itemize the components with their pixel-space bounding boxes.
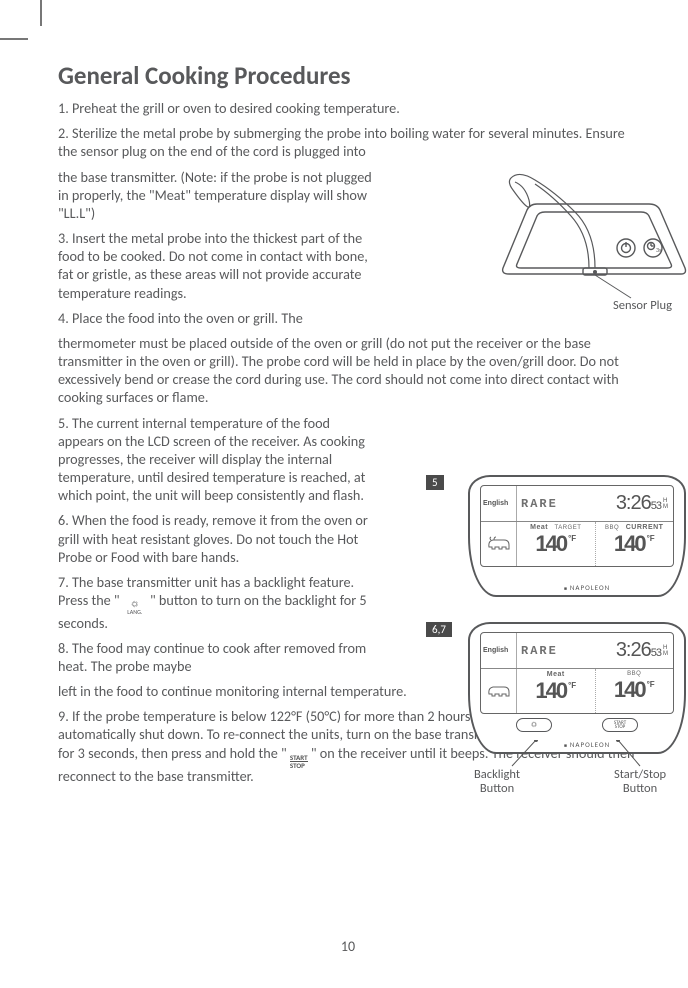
lcd-language: English [481,486,517,521]
step-2-a: 2. Sterilize the metal probe by submergi… [58,124,638,160]
transmitter-illustration: 3s Sensor Plug [463,172,688,312]
backlight-label: BacklightButton [474,768,520,796]
lcd-brand: NAPOLEON [480,583,688,592]
figure-5-tag: 5 [426,475,444,490]
step-2-b: the base transmitter. (Note: if the prob… [58,168,384,223]
step-4-a: 4. Place the food into the oven or grill… [58,309,384,327]
start-stop-icon: STARTSTOP [290,755,308,770]
lcd-timer: 3:2653 HM [616,492,667,515]
sensor-plug-label: Sensor Plug [613,298,672,313]
step-1: 1. Preheat the grill or oven to desired … [58,99,638,117]
lang-icon: ☼LANG. [123,600,147,616]
step-8-a: 8. The food may continue to cook after r… [58,639,374,675]
figure-6-7: 6,7 English RARE 3:2653 HM [468,622,688,754]
lcd-bbq-temp: 140°F [596,533,674,555]
backlight-button: ☼ [516,718,552,732]
step-5: 5. The current internal temperature of t… [58,414,374,505]
start-stop-button: STARTSTOP [602,718,638,732]
startstop-label: Start/StopButton [614,768,666,796]
page-title: General Cooking Procedures [58,60,638,91]
figure-67-tag: 6,7 [426,622,452,637]
svg-text:3s: 3s [656,246,662,254]
page-content: General Cooking Procedures 1. Preheat th… [58,60,638,792]
receiver-lcd-5: English RARE 3:2653 HM [468,475,686,597]
lcd-meat-temp: 140°F [517,533,595,555]
step-7: 7. The base transmitter unit has a backl… [58,573,374,632]
crop-mark-horizontal [0,38,28,40]
step-6: 6. When the food is ready, remove it fro… [58,511,374,566]
step-3: 3. Insert the metal probe into the thick… [58,229,384,302]
receiver-lcd-67: English RARE 3:2653 HM [468,622,686,754]
crop-mark-vertical [40,0,42,26]
step-4-b: thermometer must be placed outside of th… [58,334,638,407]
lcd-meat-icon [481,522,517,566]
lcd-doneness: RARE [521,497,558,511]
figure-5: 5 English RARE 3:2653 HM [468,475,688,597]
page-number: 10 [58,938,638,955]
